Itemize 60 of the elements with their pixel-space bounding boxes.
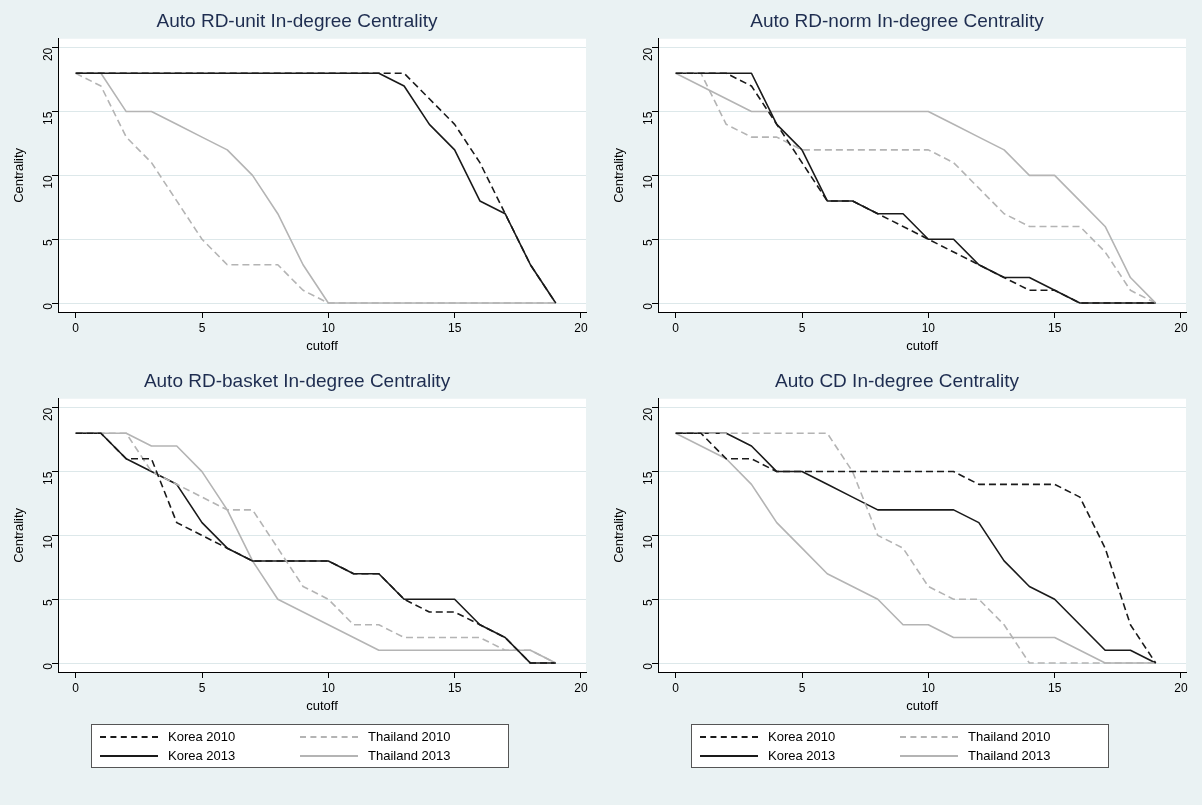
x-tick-label: 10 <box>921 320 936 335</box>
chart-title: Auto CD In-degree Centrality <box>775 369 1020 391</box>
y-tick-label: 20 <box>641 47 656 62</box>
x-tick-label: 15 <box>1047 680 1062 695</box>
y-axis-title: Centrality <box>11 507 27 563</box>
x-tick-label: 5 <box>798 320 806 335</box>
legend-label: Thailand 2010 <box>968 729 1051 744</box>
y-tick-label: 20 <box>41 407 56 422</box>
x-axis-title: cutoff <box>906 697 939 713</box>
legend-label: Korea 2013 <box>168 748 236 763</box>
x-axis-title: cutoff <box>906 337 939 353</box>
x-tick-label: 20 <box>574 680 588 695</box>
x-tick-label: 0 <box>72 320 80 335</box>
x-tick-label: 15 <box>447 680 462 695</box>
legend-label: Korea 2010 <box>768 729 836 744</box>
chart-title: Auto RD-unit In-degree Centrality <box>156 9 438 31</box>
chart-title: Auto RD-norm In-degree Centrality <box>750 9 1045 31</box>
x-tick-label: 10 <box>321 320 336 335</box>
legend-label: Korea 2010 <box>168 729 236 744</box>
legend-label: Thailand 2013 <box>968 748 1051 763</box>
y-tick-label: 0 <box>41 662 56 670</box>
x-axis-title: cutoff <box>306 337 339 353</box>
y-axis-title: Centrality <box>611 147 627 203</box>
y-tick-label: 20 <box>41 47 56 62</box>
x-tick-label: 15 <box>447 320 462 335</box>
y-tick-label: 15 <box>641 471 656 485</box>
x-tick-label: 10 <box>921 680 936 695</box>
y-axis-title: Centrality <box>11 147 27 203</box>
y-tick-label: 5 <box>41 238 56 246</box>
y-tick-label: 0 <box>41 302 56 310</box>
x-tick-label: 5 <box>798 680 806 695</box>
x-tick-label: 15 <box>1047 320 1062 335</box>
y-tick-label: 15 <box>641 111 656 125</box>
x-tick-label: 20 <box>1174 320 1188 335</box>
x-tick-label: 0 <box>672 320 680 335</box>
y-tick-label: 10 <box>641 535 656 549</box>
y-tick-label: 5 <box>641 598 656 606</box>
y-tick-label: 15 <box>41 111 56 125</box>
x-tick-label: 10 <box>321 680 336 695</box>
y-tick-label: 10 <box>641 175 656 189</box>
x-tick-label: 0 <box>72 680 80 695</box>
y-tick-label: 20 <box>641 407 656 422</box>
y-tick-label: 5 <box>41 598 56 606</box>
y-tick-label: 0 <box>641 662 656 670</box>
x-tick-label: 5 <box>198 680 206 695</box>
legend-label: Thailand 2010 <box>368 729 451 744</box>
y-tick-label: 10 <box>41 535 56 549</box>
x-tick-label: 20 <box>574 320 588 335</box>
x-tick-label: 0 <box>672 680 680 695</box>
y-tick-label: 0 <box>641 302 656 310</box>
y-tick-label: 15 <box>41 471 56 485</box>
y-tick-label: 10 <box>41 175 56 189</box>
x-tick-label: 5 <box>198 320 206 335</box>
x-tick-label: 20 <box>1174 680 1188 695</box>
y-axis-title: Centrality <box>611 507 627 563</box>
legend-label: Korea 2013 <box>768 748 836 763</box>
chart-title: Auto RD-basket In-degree Centrality <box>143 369 451 391</box>
legend-label: Thailand 2013 <box>368 748 451 763</box>
x-axis-title: cutoff <box>306 697 339 713</box>
y-tick-label: 5 <box>641 238 656 246</box>
